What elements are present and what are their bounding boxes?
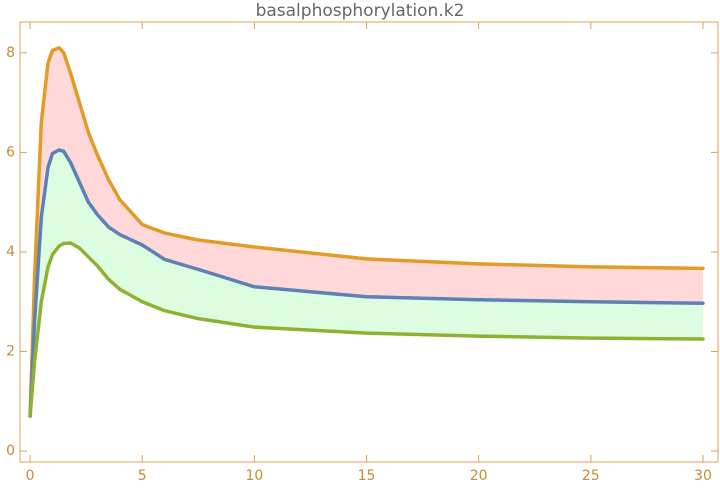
x-tick-label: 20 bbox=[470, 468, 488, 484]
x-tick-label: 15 bbox=[358, 468, 376, 484]
line bbox=[28, 241, 705, 418]
x-tick-label: 10 bbox=[245, 468, 263, 484]
x-tick-label: 5 bbox=[138, 468, 147, 484]
band-fill bbox=[30, 149, 703, 417]
line bbox=[28, 46, 705, 418]
y-tick-label: 8 bbox=[6, 45, 15, 61]
band-fill bbox=[30, 47, 703, 417]
x-tick-label: 0 bbox=[26, 468, 35, 484]
frame bbox=[19, 21, 719, 463]
chart-title: basalphosphorylation.k2 bbox=[256, 1, 465, 21]
y-tick-label: 4 bbox=[6, 244, 15, 260]
y-tick-label: 0 bbox=[6, 443, 15, 459]
line bbox=[28, 148, 705, 418]
x-tick-label: 25 bbox=[582, 468, 600, 484]
x-tick-label: 30 bbox=[694, 468, 712, 484]
y-tick-label: 6 bbox=[6, 144, 15, 160]
y-tick-label: 2 bbox=[6, 344, 15, 360]
